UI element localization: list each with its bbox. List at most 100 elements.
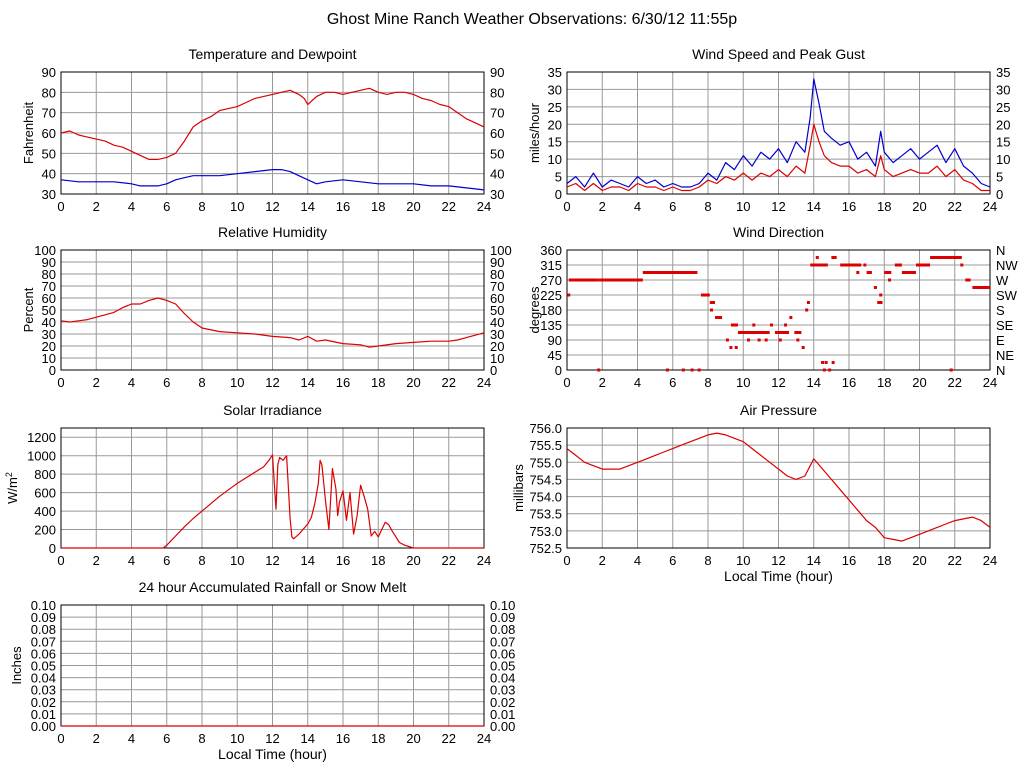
y-tick-label-right: 15 (996, 135, 1010, 150)
direction-point (710, 308, 714, 312)
y-tick-label: 10 (548, 152, 562, 167)
direction-point (690, 368, 694, 372)
x-tick-label: 12 (265, 375, 279, 390)
y-tick-label-right: 100 (490, 243, 512, 258)
y-tick-label: 50 (42, 303, 56, 318)
x-tick-label: 22 (948, 375, 962, 390)
y-tick-label-right: 35 (996, 65, 1010, 80)
x-tick-label: 8 (704, 553, 711, 568)
x-tick-label: 10 (736, 375, 750, 390)
x-tick-label: 14 (807, 375, 821, 390)
y-tick-label-right: 60 (490, 291, 504, 306)
series-line-1 (60, 169, 485, 191)
direction-point (967, 278, 971, 282)
direction-point (879, 293, 883, 297)
y-tick-label-right: 0.00 (490, 719, 515, 734)
direction-point (789, 316, 793, 319)
x-tick-label: 22 (948, 553, 962, 568)
x-tick-label: 16 (842, 553, 856, 568)
x-tick-label: 4 (128, 731, 135, 746)
y-tick-label: 753.5 (529, 507, 562, 522)
x-tick-label: 12 (771, 199, 785, 214)
y-tick-label-right: 0.10 (490, 598, 515, 613)
x-tick-label: 24 (477, 375, 491, 390)
y-tick-label-right: 0 (996, 187, 1003, 202)
y-tick-label: 754.5 (529, 472, 562, 487)
y-tick-label: 754.0 (529, 490, 562, 505)
x-tick-label: 24 (477, 731, 491, 746)
x-tick-label: 0 (57, 731, 64, 746)
x-tick-label: 24 (983, 375, 997, 390)
y-axis-label: Fahrenheit (21, 102, 36, 165)
x-tick-label: 8 (198, 199, 205, 214)
y-tick-label-right: 60 (490, 126, 504, 141)
y-tick-label: 20 (42, 339, 56, 354)
y-tick-label: 0.08 (31, 622, 56, 637)
grid (566, 427, 991, 549)
y-tick-label-right: S (996, 303, 1005, 318)
direction-point (567, 293, 571, 297)
grid (60, 604, 485, 727)
direction-point (806, 301, 810, 304)
y-tick-label-right: 10 (996, 152, 1010, 167)
y-tick-label: 45 (548, 348, 562, 363)
y-tick-label: 5 (555, 170, 562, 185)
y-tick-label: 90 (42, 255, 56, 270)
x-tick-label: 16 (336, 731, 350, 746)
y-tick-label-right: 0.07 (490, 634, 515, 649)
x-tick-label: 6 (163, 731, 170, 746)
chart-title: Solar Irradiance (223, 402, 322, 418)
y-axis-label: W/m2 (4, 472, 20, 504)
y-tick-label: 15 (548, 135, 562, 150)
plot-frame (566, 249, 991, 371)
direction-point (863, 263, 867, 267)
x-tick-label: 22 (442, 731, 456, 746)
x-tick-label: 2 (93, 199, 100, 214)
y-axis-label: Inches (9, 646, 24, 685)
x-tick-label: 2 (599, 199, 606, 214)
direction-point (805, 308, 809, 312)
direction-point (752, 323, 756, 327)
x-tick-label: 16 (336, 199, 350, 214)
x-tick-label: 8 (198, 731, 205, 746)
x-tick-label: 18 (371, 375, 385, 390)
y-tick-label-right: 50 (490, 303, 504, 318)
y-axis-label: Percent (21, 287, 36, 332)
y-tick-label-right: 0.06 (490, 646, 515, 661)
y-tick-label: 200 (34, 523, 56, 538)
y-tick-label-right: 40 (490, 315, 504, 330)
y-tick-label: 100 (34, 243, 56, 258)
y-tick-label: 0.01 (31, 707, 56, 722)
series-line-0 (60, 297, 485, 348)
grid (60, 249, 485, 371)
y-tick-label: 1200 (27, 430, 56, 445)
y-tick-label: 50 (42, 146, 56, 161)
chart-title: Wind Speed and Peak Gust (692, 46, 865, 62)
series-line-0 (61, 454, 484, 549)
y-tick-label-right: 25 (996, 100, 1010, 115)
y-tick-label: 400 (34, 504, 56, 519)
x-tick-label: 0 (563, 375, 570, 390)
y-axis-label: miles/hour (527, 102, 542, 163)
direction-point (949, 368, 953, 372)
y-tick-label: 180 (540, 303, 562, 318)
y-tick-label: 600 (34, 486, 56, 501)
y-tick-label-right: 30 (996, 82, 1010, 97)
x-tick-label: 8 (198, 553, 205, 568)
direction-point (815, 256, 819, 259)
y-tick-label-right: 0.08 (490, 622, 515, 637)
y-tick-label-right: 90 (490, 255, 504, 270)
direction-point (665, 368, 669, 372)
x-tick-label: 2 (93, 553, 100, 568)
direction-point (734, 346, 738, 349)
x-tick-label: 20 (912, 375, 926, 390)
x-tick-label: 20 (912, 199, 926, 214)
y-tick-label: 0.10 (31, 598, 56, 613)
x-tick-label: 20 (912, 553, 926, 568)
x-tick-label: 0 (57, 375, 64, 390)
x-tick-label: 6 (163, 199, 170, 214)
y-tick-label: 755.5 (529, 438, 562, 453)
y-tick-label-right: 0.09 (490, 610, 515, 625)
x-axis-label: Local Time (hour) (724, 568, 833, 584)
x-tick-label: 6 (669, 199, 676, 214)
